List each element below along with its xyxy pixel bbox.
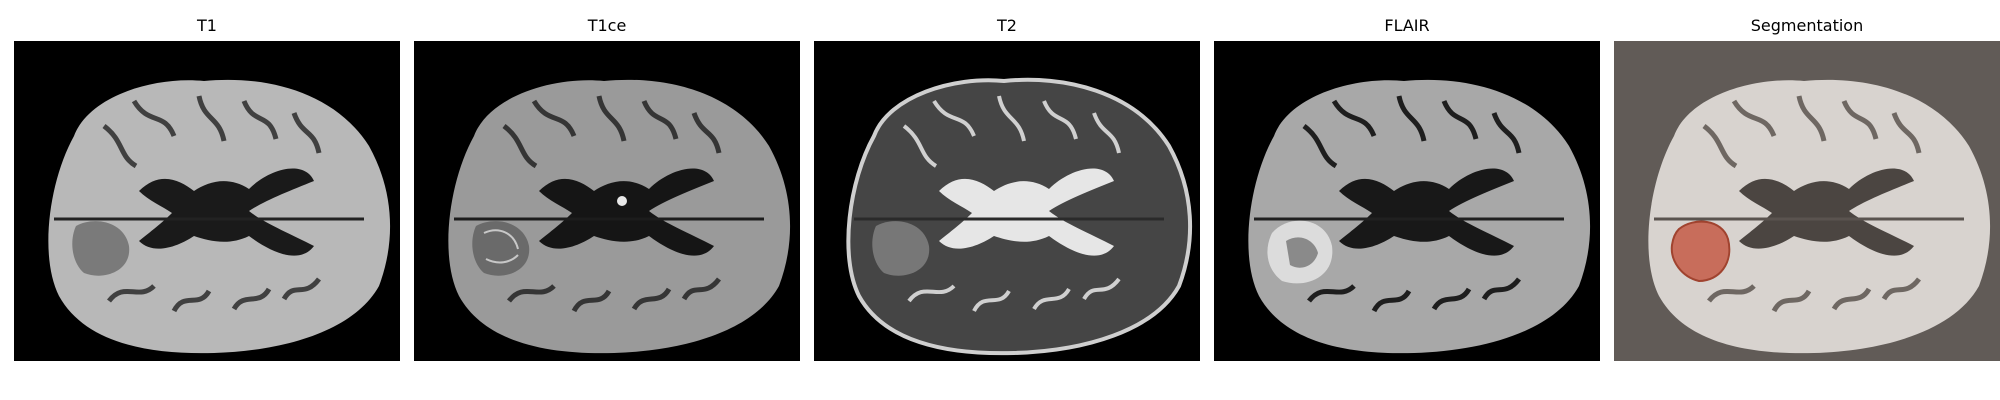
panel-title-segmentation: Segmentation [1750,16,1864,35]
panel-title-t1: T1 [197,16,217,35]
panel-segmentation: Segmentation [1614,0,2000,361]
panel-title-flair: FLAIR [1384,16,1430,35]
panel-t1ce: T1ce [414,0,800,361]
mri-image-t1ce [414,41,800,361]
panel-flair: FLAIR [1214,0,1600,361]
panel-title-t1ce: T1ce [587,16,627,35]
mri-image-t1 [14,41,400,361]
mri-image-flair [1214,41,1600,361]
mri-image-segmentation [1614,41,2000,361]
mri-image-t2 [814,41,1200,361]
panel-t2: T2 [814,0,1200,361]
tumor-segmentation-overlay [1670,220,1731,283]
panel-t1: T1 [14,0,400,361]
panel-title-t2: T2 [997,16,1017,35]
